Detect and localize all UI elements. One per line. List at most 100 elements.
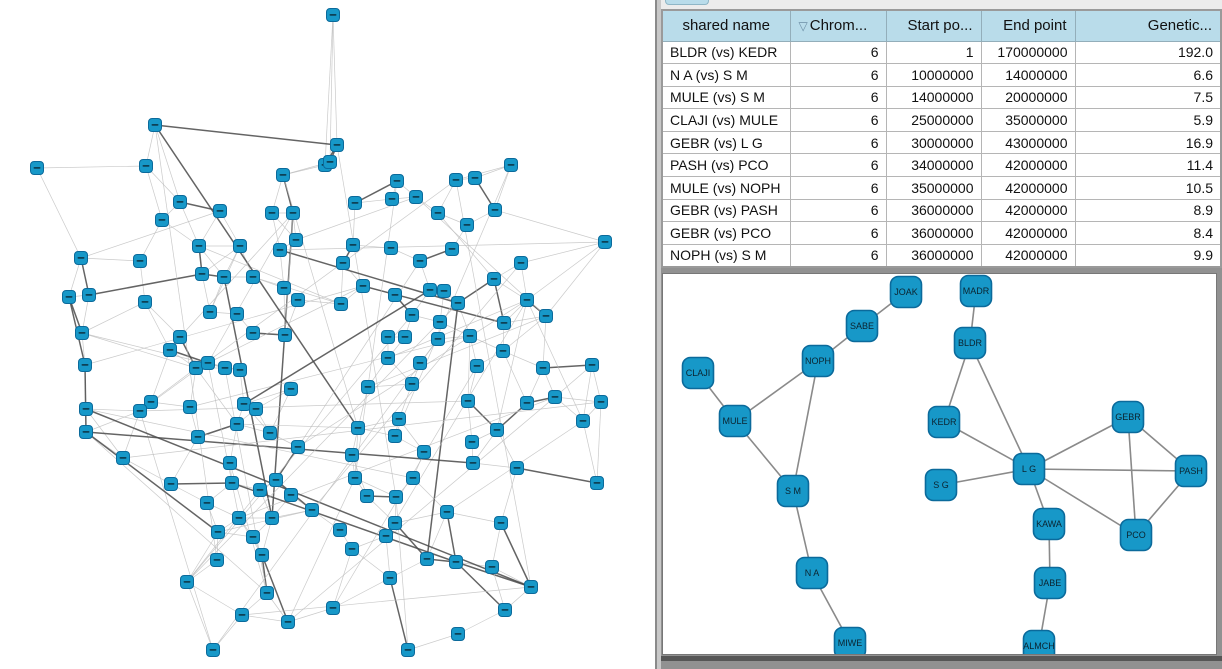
- network-node[interactable]: [953, 326, 987, 360]
- network-node-label: [542, 315, 550, 317]
- network-edge: [491, 522, 502, 568]
- table-row[interactable]: PASH (vs) PCO 6 34000000 42000000 11.4: [661, 153, 1222, 178]
- network-node[interactable]: [1111, 400, 1145, 434]
- network-node[interactable]: [795, 556, 829, 590]
- table-cell-end[interactable]: 42000000: [980, 243, 1076, 268]
- table-cell-end[interactable]: 170000000: [980, 40, 1076, 65]
- table-cell-name[interactable]: PASH (vs) PCO: [661, 153, 791, 178]
- table-cell-chrom[interactable]: 6: [789, 221, 887, 245]
- table-cell-genetic[interactable]: 16.9: [1074, 130, 1222, 155]
- table-cell-name[interactable]: GEBR (vs) PASH: [661, 198, 791, 223]
- table-cell-name[interactable]: GEBR (vs) L G: [661, 130, 791, 155]
- table-cell-start[interactable]: 14000000: [885, 85, 982, 110]
- table-cell-genetic[interactable]: 8.4: [1074, 221, 1222, 245]
- table-cell-chrom[interactable]: 6: [789, 108, 887, 132]
- table-cell-genetic[interactable]: 192.0: [1074, 40, 1222, 65]
- table-cell-genetic[interactable]: 9.9: [1074, 243, 1222, 268]
- table-cell-start[interactable]: 1: [885, 40, 982, 65]
- network-node[interactable]: [927, 405, 961, 439]
- network-edge: [84, 285, 364, 366]
- table-cell-chrom[interactable]: 6: [789, 85, 887, 110]
- network-node[interactable]: [845, 309, 879, 343]
- network-node-label: JABE: [1039, 578, 1062, 588]
- table-cell-end[interactable]: 42000000: [980, 198, 1076, 223]
- table-cell-chrom[interactable]: 6: [789, 198, 887, 223]
- table-cell-chrom[interactable]: 6: [789, 176, 887, 200]
- table-cell-genetic[interactable]: 11.4: [1074, 153, 1222, 178]
- table-cell-chrom[interactable]: 6: [789, 40, 887, 65]
- table-cell-end[interactable]: 43000000: [980, 130, 1076, 155]
- table-cell-chrom[interactable]: 6: [789, 63, 887, 87]
- table-cell-chrom[interactable]: 6: [789, 153, 887, 178]
- network-node[interactable]: [776, 474, 810, 508]
- table-cell-genetic[interactable]: 6.6: [1074, 63, 1222, 87]
- table-row[interactable]: MULE (vs) NOPH 6 35000000 42000000 10.5: [661, 176, 1222, 200]
- network-node[interactable]: [801, 344, 835, 378]
- column-header-end-point[interactable]: End point: [980, 9, 1076, 42]
- table-cell-start[interactable]: 35000000: [885, 176, 982, 200]
- table-cell-end[interactable]: 35000000: [980, 108, 1076, 132]
- filtered-network-canvas[interactable]: CLAJI MULE NOPH SABE JOAK MADR BLDR KEDR S M N A M…: [662, 273, 1217, 655]
- table-cell-name[interactable]: CLAJI (vs) MULE: [661, 108, 791, 132]
- table-row[interactable]: CLAJI (vs) MULE 6 25000000 35000000 5.9: [661, 108, 1222, 132]
- filter-icon: ▽: [798, 19, 808, 34]
- network-node[interactable]: [1174, 454, 1208, 488]
- network-node[interactable]: [1022, 629, 1056, 656]
- network-edge: [154, 124, 181, 203]
- table-cell-end[interactable]: 20000000: [980, 85, 1076, 110]
- network-edge: [472, 462, 518, 469]
- table-cell-chrom[interactable]: 6: [789, 243, 887, 268]
- column-header-start-position[interactable]: Start po...: [885, 9, 982, 42]
- network-node[interactable]: [889, 275, 923, 309]
- network-node[interactable]: [924, 468, 958, 502]
- table-cell-end[interactable]: 14000000: [980, 63, 1076, 87]
- network-node[interactable]: [1032, 507, 1066, 541]
- column-header-chromosome[interactable]: ▽ Chrom...: [789, 9, 887, 42]
- table-row[interactable]: GEBR (vs) PCO 6 36000000 42000000 8.4: [661, 221, 1222, 245]
- network-node[interactable]: [681, 356, 715, 390]
- table-cell-name[interactable]: NOPH (vs) S M: [661, 243, 791, 268]
- network-node-label: [194, 436, 202, 438]
- table-cell-end[interactable]: 42000000: [980, 176, 1076, 200]
- table-cell-start[interactable]: 30000000: [885, 130, 982, 155]
- table-cell-end[interactable]: 42000000: [980, 153, 1076, 178]
- table-row[interactable]: BLDR (vs) KEDR 6 1 170000000 192.0: [661, 40, 1222, 65]
- network-node-label: [186, 406, 194, 408]
- table-cell-start[interactable]: 36000000: [885, 243, 982, 268]
- network-edge: [207, 362, 240, 519]
- network-edge: [455, 179, 532, 588]
- table-cell-start[interactable]: 36000000: [885, 221, 982, 245]
- table-row[interactable]: GEBR (vs) L G 6 30000000 43000000 16.9: [661, 130, 1222, 155]
- table-cell-name[interactable]: BLDR (vs) KEDR: [661, 40, 791, 65]
- table-row[interactable]: NOPH (vs) S M 6 36000000 42000000 9.9: [661, 243, 1222, 268]
- table-cell-name[interactable]: GEBR (vs) PCO: [661, 221, 791, 245]
- table-cell-genetic[interactable]: 8.9: [1074, 198, 1222, 223]
- network-node[interactable]: [833, 626, 867, 656]
- network-node[interactable]: [1012, 452, 1046, 486]
- column-header-genetic[interactable]: Genetic...: [1074, 9, 1222, 42]
- table-row[interactable]: MULE (vs) S M 6 14000000 20000000 7.5: [661, 85, 1222, 110]
- table-row[interactable]: GEBR (vs) PASH 6 36000000 42000000 8.9: [661, 198, 1222, 223]
- table-cell-genetic[interactable]: 7.5: [1074, 85, 1222, 110]
- network-edge: [502, 350, 528, 404]
- table-cell-name[interactable]: N A (vs) S M: [661, 63, 791, 87]
- network-node-label: S M: [785, 486, 801, 496]
- table-cell-start[interactable]: 25000000: [885, 108, 982, 132]
- table-cell-name[interactable]: MULE (vs) S M: [661, 85, 791, 110]
- network-node-label: [151, 124, 159, 126]
- table-cell-genetic[interactable]: 10.5: [1074, 176, 1222, 200]
- table-cell-name[interactable]: MULE (vs) NOPH: [661, 176, 791, 200]
- network-node[interactable]: [959, 274, 993, 308]
- table-cell-start[interactable]: 34000000: [885, 153, 982, 178]
- table-row[interactable]: N A (vs) S M 6 10000000 14000000 6.6: [661, 63, 1222, 87]
- table-cell-start[interactable]: 10000000: [885, 63, 982, 87]
- network-node[interactable]: [1033, 566, 1067, 600]
- network-node[interactable]: [1119, 518, 1153, 552]
- table-cell-genetic[interactable]: 5.9: [1074, 108, 1222, 132]
- table-cell-end[interactable]: 42000000: [980, 221, 1076, 245]
- overview-network-canvas[interactable]: [0, 0, 655, 669]
- network-node[interactable]: [718, 404, 752, 438]
- column-header-shared-name[interactable]: shared name: [661, 9, 791, 42]
- table-cell-start[interactable]: 36000000: [885, 198, 982, 223]
- table-cell-chrom[interactable]: 6: [789, 130, 887, 155]
